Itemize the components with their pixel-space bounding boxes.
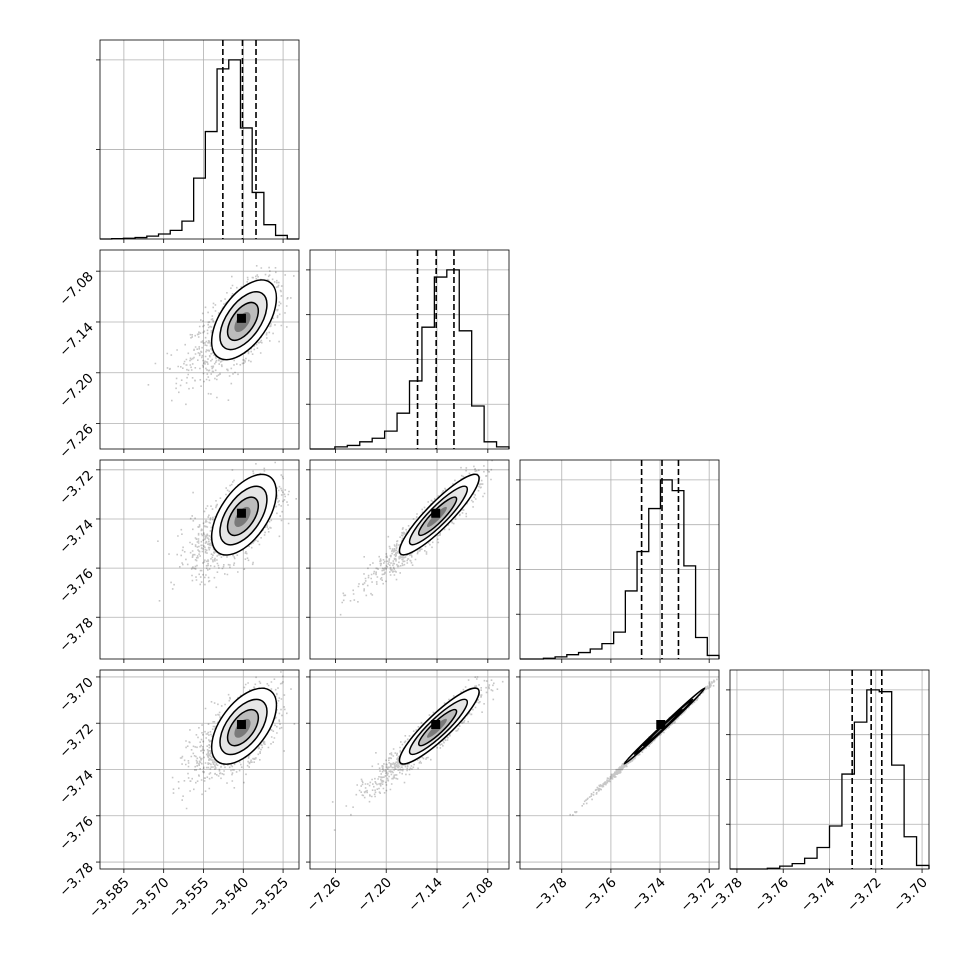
histogram-line-3	[730, 689, 930, 870]
histogram-line-1	[310, 269, 510, 450]
joint-content	[157, 461, 297, 602]
density-peak	[236, 508, 246, 518]
x-tick-label: −3.74	[628, 875, 669, 916]
x-tick-label: −3.78	[530, 875, 571, 916]
joint-content	[339, 460, 493, 616]
joint-panel-2-3	[516, 669, 720, 873]
x-tick-label: −3.70	[890, 875, 931, 916]
density-peak	[236, 720, 246, 730]
joint-panel-1-3	[306, 669, 510, 873]
y-tick-label: −3.74	[56, 516, 97, 557]
y-tick-label: −3.76	[56, 813, 97, 854]
joint-panel-0-3	[96, 669, 300, 873]
joint-content	[331, 676, 504, 831]
joint-panel-1-2	[306, 459, 510, 663]
x-tick-label: −3.585	[86, 875, 133, 922]
x-tick-label: −3.72	[844, 875, 885, 916]
histogram-line-0	[100, 59, 299, 240]
y-tick-label: −3.76	[56, 566, 97, 607]
x-tick-label: −7.08	[456, 875, 497, 916]
density-peak	[236, 313, 246, 323]
joint-panel-0-2	[96, 459, 300, 663]
panel-frame	[99, 249, 300, 450]
histogram-panel-0	[96, 39, 300, 243]
y-tick-label: −7.26	[56, 421, 97, 462]
density-peak	[431, 720, 441, 730]
histogram-panel-1	[306, 249, 510, 453]
y-tick-label: −3.70	[56, 674, 97, 715]
x-tick-label: −3.570	[126, 875, 173, 922]
y-tick-label: −3.78	[56, 860, 97, 901]
y-tick-label: −3.74	[56, 767, 97, 808]
x-tick-label: −3.76	[579, 875, 620, 916]
x-tick-label: −7.20	[354, 875, 395, 916]
joint-content	[147, 265, 295, 406]
y-tick-label: −3.78	[56, 615, 97, 656]
y-tick-label: −7.08	[56, 269, 97, 310]
y-tick-label: −3.72	[56, 721, 97, 762]
panel-frame	[99, 39, 300, 240]
density-peak	[431, 508, 441, 518]
x-tick-label: −3.74	[798, 875, 839, 916]
density-peak	[656, 720, 666, 730]
x-tick-label: −3.540	[205, 875, 252, 922]
x-tick-label: −3.525	[245, 875, 292, 922]
histogram-panel-2	[516, 459, 720, 663]
x-tick-label: −3.76	[751, 875, 792, 916]
y-tick-label: −7.14	[56, 319, 97, 360]
joint-panel-0-1	[96, 249, 300, 453]
panel-frame	[99, 459, 300, 660]
joint-content	[569, 678, 718, 816]
panel-frame	[309, 459, 510, 660]
histogram-panel-3	[726, 669, 930, 873]
x-tick-label: −7.14	[405, 875, 446, 916]
panel-frame	[309, 249, 510, 450]
histogram-line-2	[520, 479, 720, 660]
y-tick-label: −7.20	[56, 370, 97, 411]
y-tick-label: −3.72	[56, 467, 97, 508]
x-tick-label: −3.555	[166, 875, 213, 922]
panel-frame	[519, 459, 720, 660]
joint-content	[171, 671, 296, 810]
x-tick-label: −7.26	[304, 875, 345, 916]
